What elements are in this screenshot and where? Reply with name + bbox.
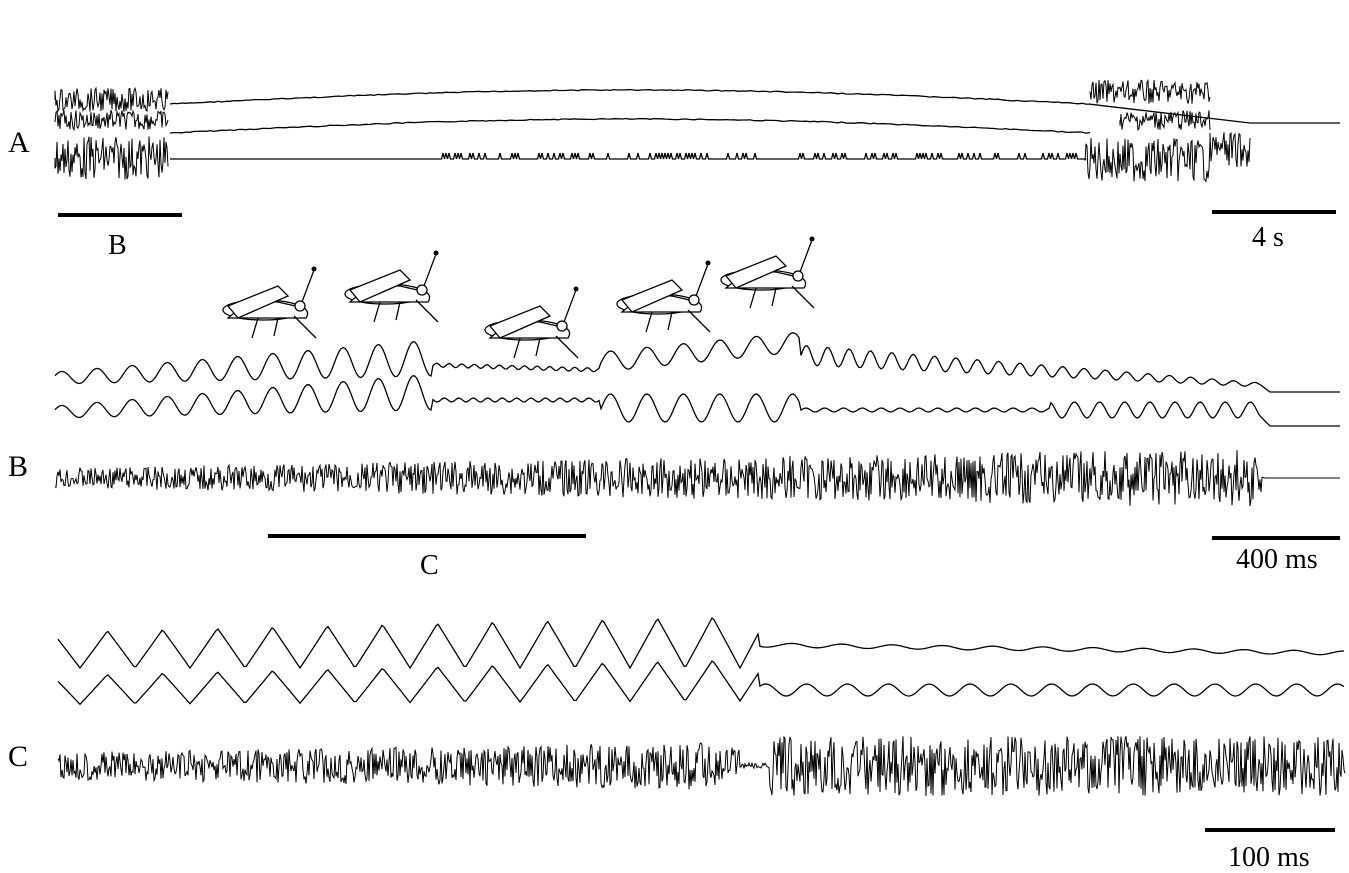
- panel-c-trace-1: [57, 616, 1345, 670]
- panel-a-trace-2: [169, 117, 1091, 134]
- panel-c-emg: [57, 735, 1346, 796]
- grasshopper-icon: [616, 259, 712, 333]
- panel-b-emg: [54, 450, 1340, 507]
- panel-a-letter: A: [8, 126, 30, 159]
- emg-burst: [1209, 131, 1251, 168]
- grasshopper-icon: [222, 265, 318, 339]
- emg-burst: [54, 86, 169, 113]
- panel-c-letter: C: [8, 740, 29, 773]
- panel-a-trace-3: [170, 152, 1087, 160]
- panel-b-scale-label: 400 ms: [1236, 544, 1318, 575]
- grasshopper-icon: [484, 285, 580, 359]
- grasshopper-icon: [720, 235, 816, 309]
- emg-burst: [1089, 78, 1211, 104]
- panel-a-zoom-label: B: [108, 230, 127, 261]
- emg-burst: [54, 136, 169, 180]
- panel-b-trace-2: [54, 375, 1340, 427]
- panel-c-scale-label: 100 ms: [1228, 842, 1310, 873]
- emg-burst: [1119, 110, 1211, 132]
- panel-a-scale-label: 4 s: [1252, 222, 1284, 253]
- panel-b-zoom-label: C: [420, 550, 439, 581]
- emg-burst: [54, 109, 169, 132]
- panel-b-letter: B: [8, 450, 29, 483]
- panel-c-trace-2: [57, 660, 1345, 706]
- panel-a-trace-1: [169, 88, 1340, 124]
- panel-b-trace-1: [54, 332, 1340, 393]
- panel-a-bursts: [54, 78, 1251, 183]
- grasshopper-icon: [344, 249, 440, 323]
- emg-burst: [1084, 138, 1211, 183]
